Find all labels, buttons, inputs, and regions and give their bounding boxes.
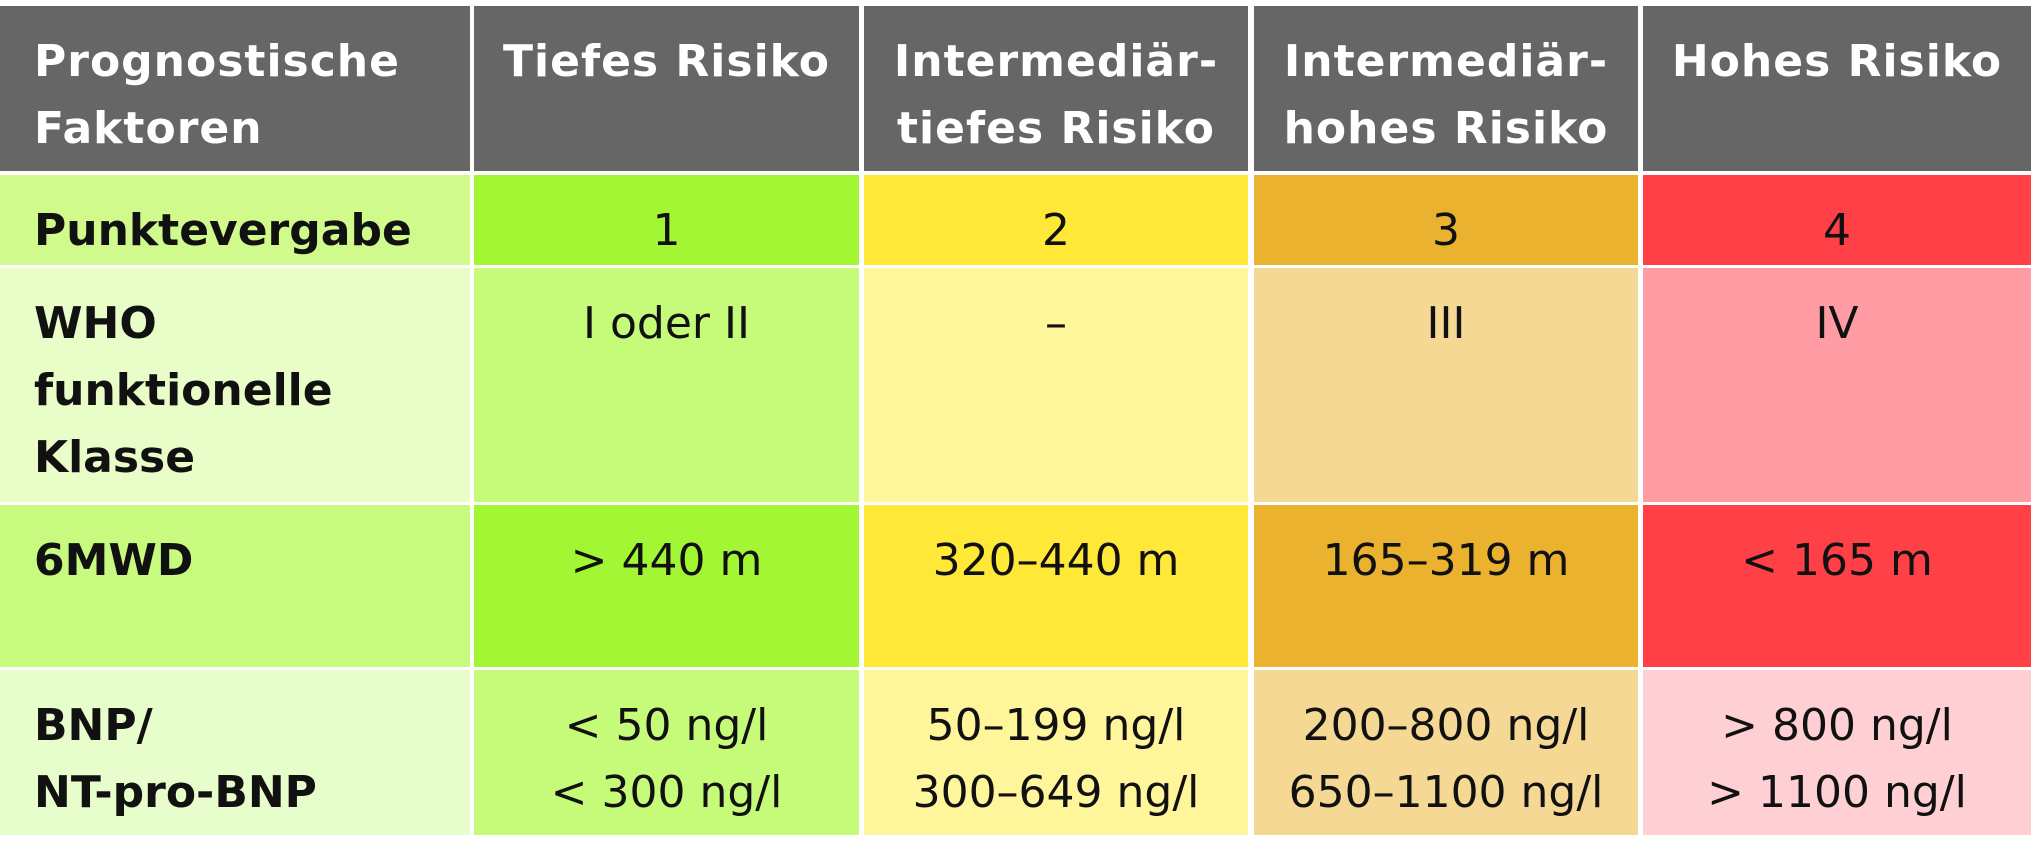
- row-label: Punktevergabe: [0, 175, 470, 265]
- row-label: WHO funktionelle Klasse: [0, 268, 470, 502]
- table-cell: 4: [1643, 175, 2031, 265]
- table-cell: 165–319 m: [1254, 505, 1638, 667]
- table-cell: > 800 ng/l > 1100 ng/l: [1643, 670, 2031, 835]
- table-cell: –: [864, 268, 1248, 502]
- table-cell: 320–440 m: [864, 505, 1248, 667]
- table-cell: 200–800 ng/l 650–1100 ng/l: [1254, 670, 1638, 835]
- table-cell: < 50 ng/l < 300 ng/l: [474, 670, 859, 835]
- header-cell: Tiefes Risiko: [474, 6, 859, 171]
- header-cell: Prognostische Faktoren: [0, 6, 470, 171]
- table-cell: 50–199 ng/l 300–649 ng/l: [864, 670, 1248, 835]
- table-cell: 2: [864, 175, 1248, 265]
- header-cell: Intermediär- hohes Risiko: [1254, 6, 1638, 171]
- table-cell: 3: [1254, 175, 1638, 265]
- table-cell: IV: [1643, 268, 2031, 502]
- table-cell: > 440 m: [474, 505, 859, 667]
- table-cell: III: [1254, 268, 1638, 502]
- header-cell: Intermediär- tiefes Risiko: [864, 6, 1248, 171]
- row-label: BNP/ NT-pro-BNP: [0, 670, 470, 835]
- header-cell: Hohes Risiko: [1643, 6, 2031, 171]
- table-cell: < 165 m: [1643, 505, 2031, 667]
- table-cell: I oder II: [474, 268, 859, 502]
- row-label: 6MWD: [0, 505, 470, 667]
- table-cell: 1: [474, 175, 859, 265]
